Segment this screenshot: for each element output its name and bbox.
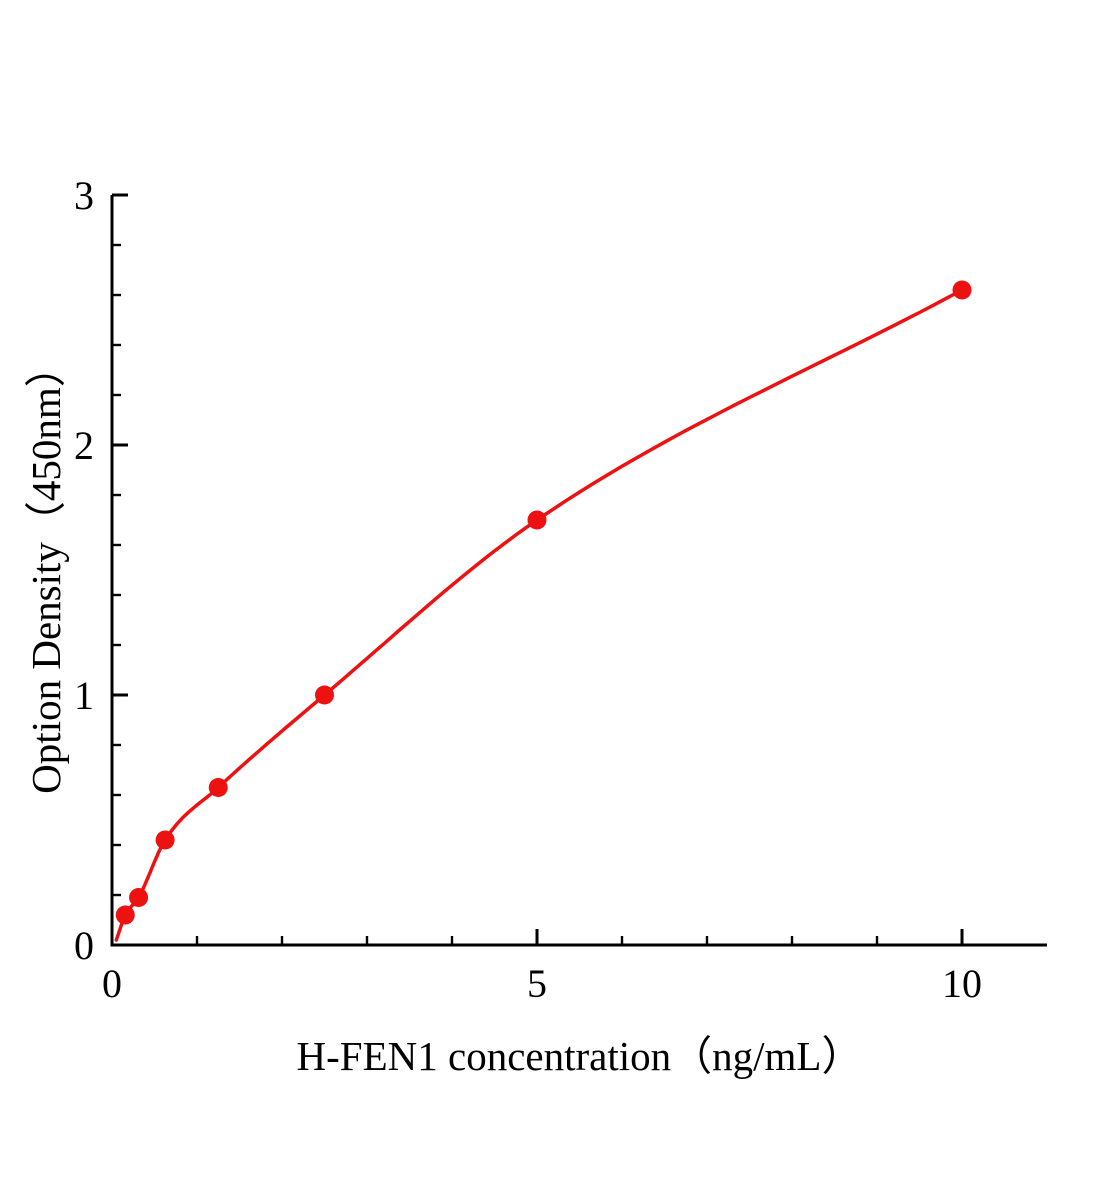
- data-point: [208, 778, 228, 797]
- y-tick-label: 2: [74, 423, 94, 468]
- y-tick-label: 3: [74, 173, 94, 218]
- x-tick-label: 0: [102, 961, 122, 1006]
- axis-lines: [110, 195, 1047, 947]
- standard-curve-line: [114, 288, 964, 942]
- data-point: [315, 685, 334, 705]
- data-point: [952, 280, 972, 300]
- data-point: [115, 905, 135, 925]
- data-point: [129, 888, 149, 907]
- x-axis-label: H-FEN1 concentration（ng/mL）: [296, 1033, 863, 1079]
- data-point: [155, 830, 175, 850]
- x-tick-label: 5: [527, 961, 547, 1006]
- y-tick-label: 1: [74, 673, 94, 718]
- x-tick-label: 10: [942, 961, 982, 1006]
- data-point: [527, 510, 547, 530]
- y-axis-label: Option Density（450nm）: [23, 346, 69, 794]
- y-tick-label: 0: [74, 923, 94, 968]
